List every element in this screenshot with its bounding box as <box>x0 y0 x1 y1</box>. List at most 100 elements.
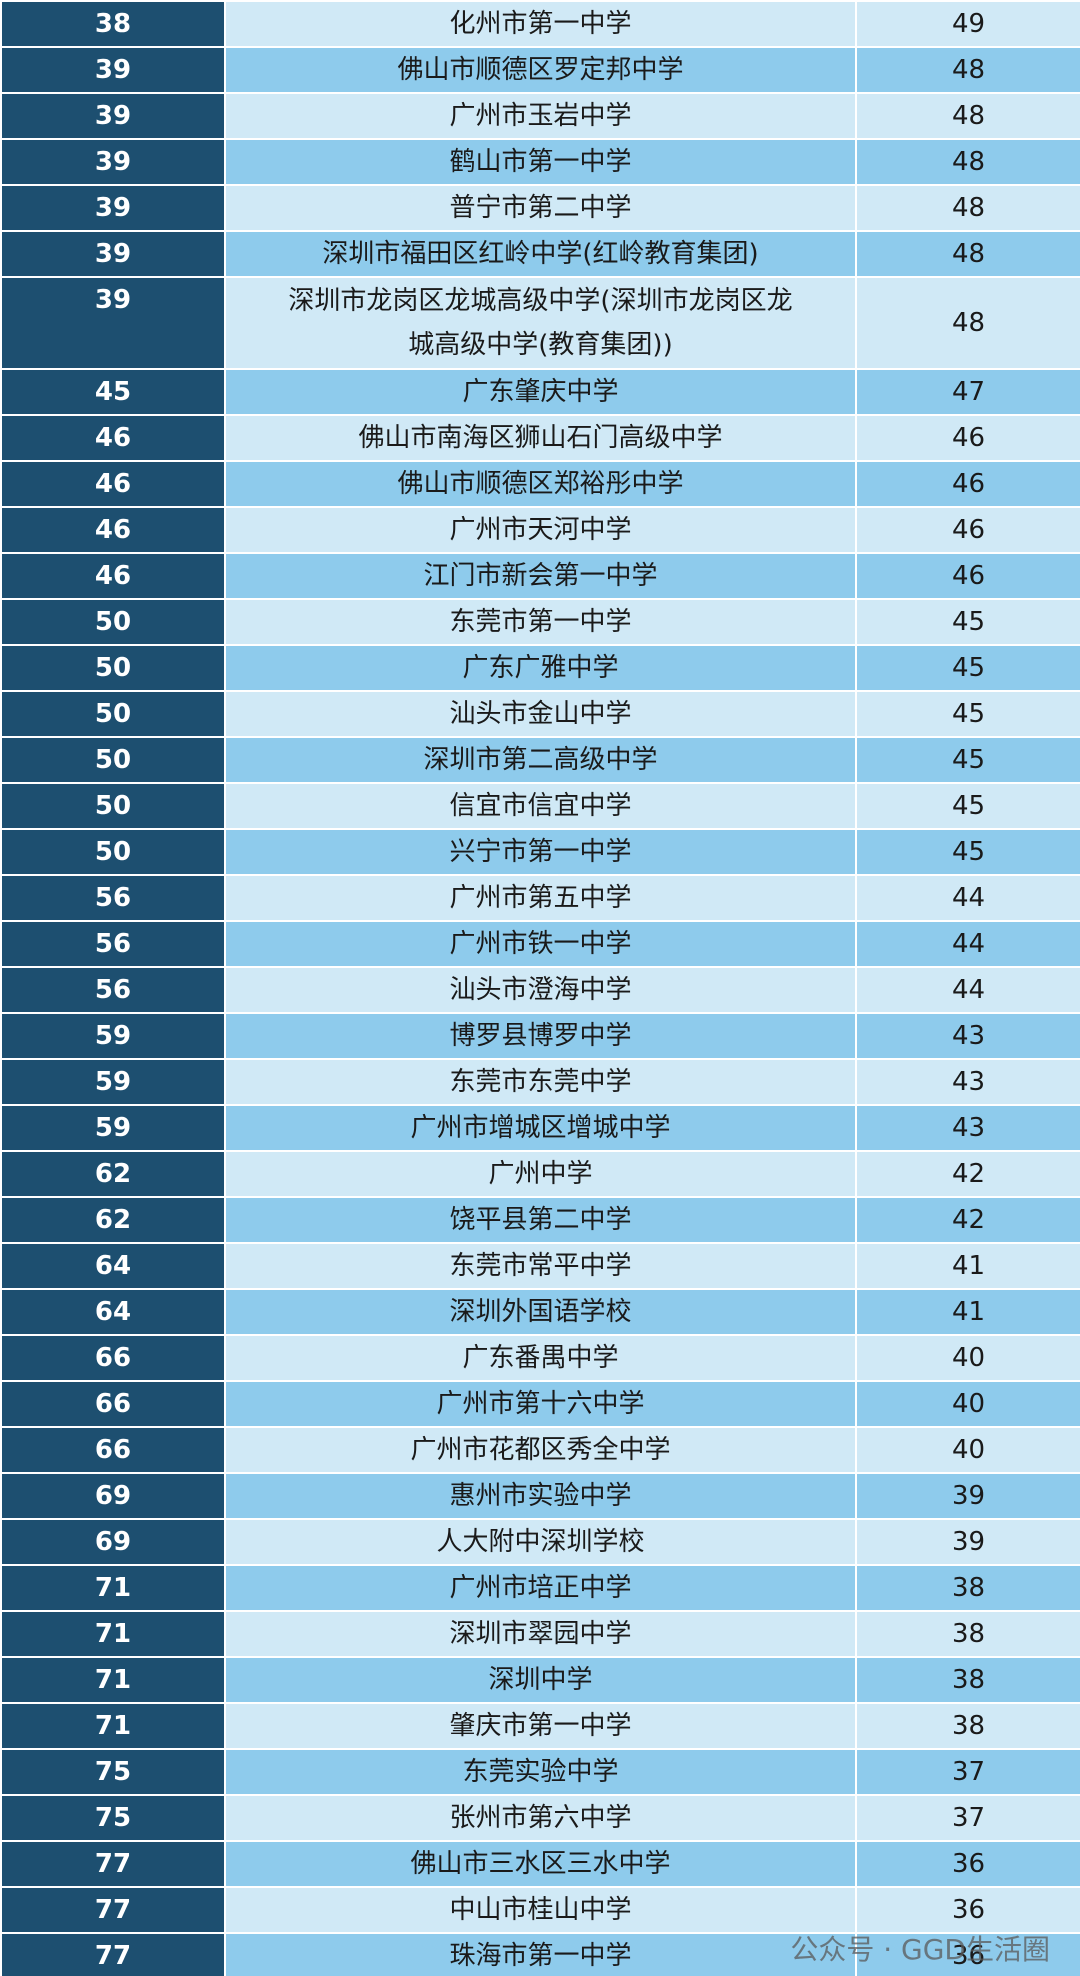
rank-cell: 69 <box>0 1472 226 1520</box>
rank-cell: 39 <box>0 46 226 94</box>
rank-cell: 50 <box>0 644 226 692</box>
school-cell: 佛山市南海区狮山石门高级中学 <box>224 414 857 462</box>
score-cell: 49 <box>855 0 1080 48</box>
rank-cell: 39 <box>0 138 226 186</box>
school-cell: 人大附中深圳学校 <box>224 1518 857 1566</box>
rank-cell: 71 <box>0 1610 226 1658</box>
school-cell: 广州市铁一中学 <box>224 920 857 968</box>
rank-cell: 38 <box>0 0 226 48</box>
rank-cell: 69 <box>0 1518 226 1566</box>
school-cell: 深圳中学 <box>224 1656 857 1704</box>
rank-cell: 39 <box>0 230 226 278</box>
school-cell: 广州中学 <box>224 1150 857 1198</box>
score-cell: 38 <box>855 1702 1080 1750</box>
rank-cell: 77 <box>0 1886 226 1934</box>
rank-cell: 66 <box>0 1426 226 1474</box>
score-cell: 48 <box>855 46 1080 94</box>
school-cell: 广州市增城区增城中学 <box>224 1104 857 1152</box>
rank-cell: 66 <box>0 1334 226 1382</box>
table-row: 50 信宜市信宜中学 45 <box>0 782 1080 830</box>
table-row: 39 深圳市龙岗区龙城高级中学(深圳市龙岗区龙城高级中学(教育集团)) 48 <box>0 276 1080 370</box>
rank-cell: 50 <box>0 736 226 784</box>
table-row: 59 东莞市东莞中学 43 <box>0 1058 1080 1106</box>
school-cell: 汕头市澄海中学 <box>224 966 857 1014</box>
rank-cell: 75 <box>0 1748 226 1796</box>
school-cell: 中山市桂山中学 <box>224 1886 857 1934</box>
school-cell: 东莞市常平中学 <box>224 1242 857 1290</box>
table-row: 38 化州市第一中学 49 <box>0 0 1080 48</box>
score-cell: 40 <box>855 1380 1080 1428</box>
rank-cell: 59 <box>0 1012 226 1060</box>
table-row: 56 广州市第五中学 44 <box>0 874 1080 922</box>
table-row: 66 广州市花都区秀全中学 40 <box>0 1426 1080 1474</box>
score-cell: 46 <box>855 460 1080 508</box>
school-cell: 东莞市第一中学 <box>224 598 857 646</box>
score-cell: 45 <box>855 736 1080 784</box>
rank-cell: 62 <box>0 1150 226 1198</box>
rank-cell: 39 <box>0 276 226 370</box>
rank-cell: 39 <box>0 184 226 232</box>
table-row: 50 东莞市第一中学 45 <box>0 598 1080 646</box>
rank-cell: 75 <box>0 1794 226 1842</box>
score-cell: 45 <box>855 690 1080 738</box>
rank-cell: 59 <box>0 1104 226 1152</box>
rank-cell: 56 <box>0 874 226 922</box>
score-cell: 40 <box>855 1426 1080 1474</box>
table-row: 50 深圳市第二高级中学 45 <box>0 736 1080 784</box>
score-cell: 38 <box>855 1656 1080 1704</box>
table-row: 75 东莞实验中学 37 <box>0 1748 1080 1796</box>
score-cell: 43 <box>855 1012 1080 1060</box>
table-row: 56 汕头市澄海中学 44 <box>0 966 1080 1014</box>
table-row: 46 佛山市顺德区郑裕彤中学 46 <box>0 460 1080 508</box>
school-cell: 张州市第六中学 <box>224 1794 857 1842</box>
rank-cell: 71 <box>0 1702 226 1750</box>
rank-cell: 59 <box>0 1058 226 1106</box>
score-cell: 48 <box>855 276 1080 370</box>
rank-cell: 39 <box>0 92 226 140</box>
score-cell: 48 <box>855 184 1080 232</box>
table-row: 46 佛山市南海区狮山石门高级中学 46 <box>0 414 1080 462</box>
score-cell: 44 <box>855 966 1080 1014</box>
rank-cell: 50 <box>0 782 226 830</box>
score-cell: 42 <box>855 1196 1080 1244</box>
rank-cell: 71 <box>0 1564 226 1612</box>
school-cell: 化州市第一中学 <box>224 0 857 48</box>
rank-cell: 46 <box>0 506 226 554</box>
table-row: 62 饶平县第二中学 42 <box>0 1196 1080 1244</box>
table-row: 77 中山市桂山中学 36 <box>0 1886 1080 1934</box>
watermark: 公众号 · GGD生活圈 <box>790 1933 1050 1966</box>
table-row: 71 深圳中学 38 <box>0 1656 1080 1704</box>
table-row: 66 广州市第十六中学 40 <box>0 1380 1080 1428</box>
rank-cell: 71 <box>0 1656 226 1704</box>
rank-cell: 77 <box>0 1840 226 1888</box>
table-row: 50 汕头市金山中学 45 <box>0 690 1080 738</box>
score-cell: 43 <box>855 1104 1080 1152</box>
table-row: 71 肇庆市第一中学 38 <box>0 1702 1080 1750</box>
table-row: 59 广州市增城区增城中学 43 <box>0 1104 1080 1152</box>
score-cell: 42 <box>855 1150 1080 1198</box>
score-cell: 37 <box>855 1794 1080 1842</box>
school-cell: 深圳外国语学校 <box>224 1288 857 1336</box>
score-cell: 48 <box>855 92 1080 140</box>
school-cell: 普宁市第二中学 <box>224 184 857 232</box>
table-row: 45 广东肇庆中学 47 <box>0 368 1080 416</box>
school-cell: 肇庆市第一中学 <box>224 1702 857 1750</box>
score-cell: 45 <box>855 598 1080 646</box>
table-row: 77 佛山市三水区三水中学 36 <box>0 1840 1080 1888</box>
school-cell: 广州市天河中学 <box>224 506 857 554</box>
score-cell: 48 <box>855 230 1080 278</box>
table-row: 39 鹤山市第一中学 48 <box>0 138 1080 186</box>
school-cell: 江门市新会第一中学 <box>224 552 857 600</box>
score-cell: 38 <box>855 1564 1080 1612</box>
rank-cell: 64 <box>0 1242 226 1290</box>
score-cell: 43 <box>855 1058 1080 1106</box>
school-cell: 珠海市第一中学 <box>224 1932 857 1976</box>
school-cell: 佛山市三水区三水中学 <box>224 1840 857 1888</box>
school-cell: 汕头市金山中学 <box>224 690 857 738</box>
rank-cell: 45 <box>0 368 226 416</box>
table-row: 77 珠海市第一中学 36 <box>0 1932 1080 1976</box>
school-cell: 广州市第五中学 <box>224 874 857 922</box>
table-row: 46 江门市新会第一中学 46 <box>0 552 1080 600</box>
